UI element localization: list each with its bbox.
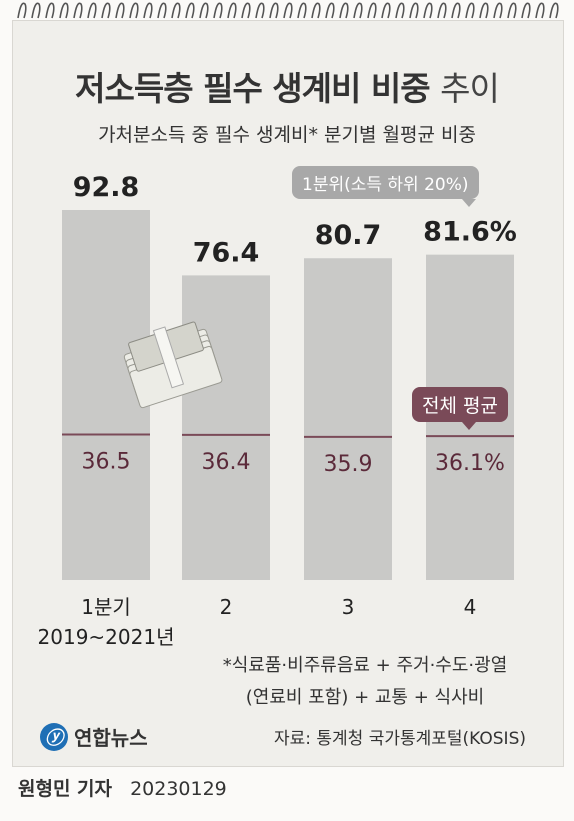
spiral-loop	[409, 2, 419, 19]
value-label-3: 80.7	[315, 220, 382, 251]
spiral-loop	[535, 2, 545, 19]
spiral-loop	[115, 2, 125, 19]
x-tick-label-3: 3	[342, 595, 355, 619]
average-label-1: 36.5	[82, 449, 131, 474]
spiral-loop	[129, 2, 139, 19]
money-stack-icon	[123, 321, 223, 409]
spiral-loop	[87, 2, 97, 19]
spiral-loop	[395, 2, 405, 19]
spiral-loop	[451, 2, 461, 19]
money-band	[152, 326, 185, 389]
spiral-loop	[353, 2, 363, 19]
x-tick-label-2: 2	[220, 595, 233, 619]
spiral-loop	[269, 2, 279, 19]
average-label-2: 36.4	[202, 450, 251, 475]
x-tick-label-1-line-2: 2019~2021년	[38, 625, 175, 649]
spiral-loop	[381, 2, 391, 19]
title-bold: 저소득층 필수 생계비 비중	[75, 69, 430, 108]
spiral-loop	[507, 2, 517, 19]
spiral-loop	[17, 2, 27, 19]
spiral-loop	[213, 2, 223, 19]
bar-1	[62, 210, 150, 580]
footnote: *식료품·비주류음료 + 주거·수도·광열 (연료비 포함) + 교통 + 식사…	[200, 650, 530, 714]
average-label-3: 35.9	[324, 452, 373, 477]
spiral-loop	[311, 2, 321, 19]
spiral-loop	[339, 2, 349, 19]
spiral-loop	[423, 2, 433, 19]
spiral-loop	[185, 2, 195, 19]
spiral-loop	[171, 2, 181, 19]
spiral-loop	[31, 2, 41, 19]
spiral-loop	[241, 2, 251, 19]
spiral-loop	[367, 2, 377, 19]
spiral-loop	[45, 2, 55, 19]
value-label-1: 92.8	[73, 172, 140, 203]
reporter-name: 원형민 기자	[18, 778, 113, 800]
spiral-loop	[493, 2, 503, 19]
spiral-loop	[101, 2, 111, 19]
spiral-loop	[59, 2, 69, 19]
spiral-loop	[479, 2, 489, 19]
logo: ⓨ 연합뉴스	[40, 722, 148, 751]
spiral-loop	[255, 2, 265, 19]
logo-mark-icon: ⓨ	[40, 722, 68, 751]
spiral-loop	[437, 2, 447, 19]
spiral-loop	[521, 2, 531, 19]
spiral-loop	[157, 2, 167, 19]
spiral-binding-icon	[17, 2, 559, 19]
spiral-loop	[227, 2, 237, 19]
byline: 원형민 기자 20230129	[18, 774, 227, 801]
value-label-2: 76.4	[193, 237, 260, 268]
spiral-loop	[325, 2, 335, 19]
q1-tag: 1분위(소득 하위 20%)	[292, 166, 479, 207]
x-tick-label-1-line-1: 1분기	[81, 595, 131, 619]
chart-title: 저소득층 필수 생계비 비중 추이	[0, 62, 574, 110]
spiral-loop	[465, 2, 475, 19]
value-label-4: 81.6%	[423, 217, 517, 248]
bar-3	[304, 258, 392, 580]
footnote-line-2: (연료비 포함) + 교통 + 식사비	[245, 687, 485, 708]
title-light: 추이	[440, 69, 500, 108]
spiral-loop	[283, 2, 293, 19]
spiral-loop	[199, 2, 209, 19]
average-tag: 전체 평균	[412, 387, 508, 430]
source: 자료: 통계청 국가통계포털(KOSIS)	[273, 729, 526, 749]
chart-subtitle: 가처분소득 중 필수 생계비* 분기별 월평균 비중	[98, 124, 476, 146]
logo-text: 연합뉴스	[74, 726, 148, 750]
footnote-line-1: *식료품·비주류음료 + 주거·수도·광열	[222, 655, 508, 676]
x-tick-label-4: 4	[464, 595, 477, 619]
spiral-loop	[297, 2, 307, 19]
average-label-4: 36.1%	[435, 451, 505, 476]
spiral-loop	[73, 2, 83, 19]
bar-2	[182, 275, 270, 580]
byline-date: 20230129	[130, 778, 227, 800]
spiral-loop	[549, 2, 559, 19]
spiral-loop	[143, 2, 153, 19]
